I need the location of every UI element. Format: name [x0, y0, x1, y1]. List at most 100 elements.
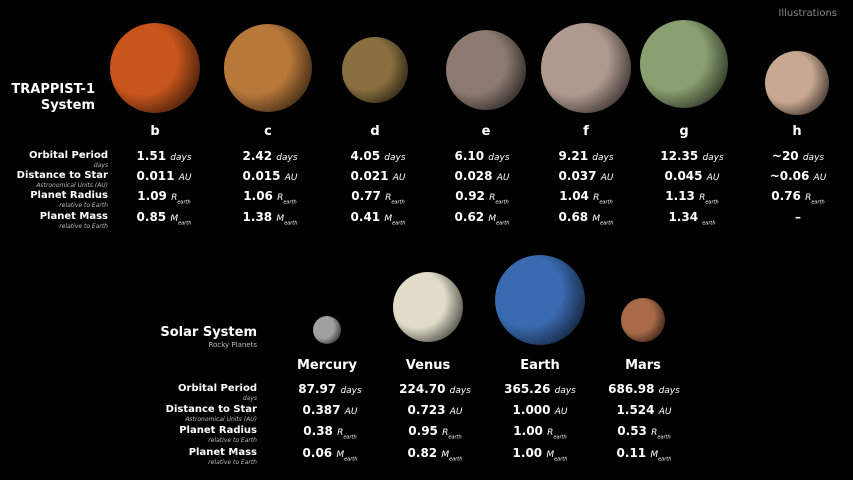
planet-value: 2.42 days	[242, 149, 298, 163]
planet-name: Earth	[520, 358, 560, 373]
unit: M	[276, 214, 285, 224]
planet-value: 0.92 Rearth	[455, 189, 509, 206]
solar-subtitle: Rocky Planets	[208, 341, 257, 349]
planet-value: 0.045 AU	[664, 169, 720, 183]
unit: AU	[344, 407, 358, 417]
planet-value: 1.13 Rearth	[665, 189, 719, 206]
row-label-sub: Astronomical Units (AU)	[36, 182, 108, 189]
planet-value: 87.97 days	[298, 382, 362, 396]
planet-value: 0.82 Mearth	[407, 446, 463, 463]
unit-subscript: earth	[658, 456, 672, 463]
unit: M	[336, 450, 345, 460]
planet-value: 6.10 days	[454, 149, 510, 163]
row-label: Planet Radius relative to Earth	[0, 191, 108, 211]
planet-name: g	[679, 124, 689, 139]
unit-subscript: earth	[177, 199, 191, 206]
unit: R	[385, 193, 392, 203]
planet-value: 0.723 AU	[407, 403, 463, 417]
planet-name: h	[792, 124, 802, 139]
planet-value: 0.028 AU	[454, 169, 510, 183]
planet-value: 686.98 days	[608, 382, 680, 396]
planet-image	[495, 255, 585, 345]
unit: R	[699, 193, 706, 203]
unit-subscript: earth	[344, 456, 358, 463]
planet-value: 0.85 Mearth	[136, 210, 192, 227]
unit-subscript: earth	[284, 220, 298, 227]
unit: M	[384, 214, 393, 224]
row-label-main: Distance to Star	[165, 404, 257, 415]
unit-subscript: earth	[599, 199, 613, 206]
unit: AU	[554, 407, 568, 417]
planet-value: 0.011 AU	[136, 169, 192, 183]
unit: AU	[600, 173, 614, 183]
planet-value: ~0.06 AU	[769, 169, 827, 183]
row-label: Orbital Period days	[107, 384, 257, 404]
planet-image	[541, 23, 631, 113]
planet-image	[224, 24, 312, 112]
planet-value: 0.41 Mearth	[350, 210, 406, 227]
planet-value: 1.04 Rearth	[559, 189, 613, 206]
solar-title-block: Solar System Rocky Planets	[117, 325, 257, 349]
planet-value: 4.05 days	[350, 149, 406, 163]
unit: days	[170, 153, 192, 163]
unit: AU	[496, 173, 510, 183]
planet-value: 0.68 Mearth	[558, 210, 614, 227]
unit-subscript: earth	[283, 199, 297, 206]
planet-value: 1.000 AU	[512, 403, 568, 417]
planet-value: 224.70 days	[399, 382, 471, 396]
planet-value: 1.38 Mearth	[242, 210, 298, 227]
planet-name: b	[150, 124, 160, 139]
planet-image	[446, 30, 526, 110]
planet-name: d	[370, 124, 380, 139]
planet-name: Venus	[405, 358, 451, 373]
unit: days	[488, 153, 510, 163]
unit-subscript: earth	[811, 199, 825, 206]
unit-subscript: earth	[496, 220, 510, 227]
unit-subscript: earth	[343, 434, 357, 441]
unit: R	[337, 428, 344, 438]
planet-value: 1.51 days	[136, 149, 192, 163]
row-label-sub: days	[242, 395, 257, 402]
planet-name: Mercury	[296, 358, 357, 373]
planet-value: 0.95 Rearth	[408, 424, 462, 441]
planet-value: 1.34 earth	[668, 210, 716, 227]
row-label-main: Planet Mass	[39, 211, 108, 222]
unit: M	[546, 450, 555, 460]
unit-subscript: earth	[448, 434, 462, 441]
unit: M	[441, 450, 450, 460]
unit-subscript: earth	[391, 199, 405, 206]
planet-value: 0.38 Rearth	[303, 424, 357, 441]
row-label: Distance to Star Astronomical Units (AU)	[107, 405, 257, 425]
unit: days	[592, 153, 614, 163]
unit: days	[276, 153, 298, 163]
unit: days	[554, 386, 576, 396]
planet-value: 9.21 days	[558, 149, 614, 163]
planet-name: c	[264, 124, 272, 139]
unit-subscript: earth	[600, 220, 614, 227]
row-label-main: Orbital Period	[178, 383, 257, 394]
row-label-sub: Astronomical Units (AU)	[185, 416, 257, 423]
row-label: Planet Mass relative to Earth	[0, 212, 108, 232]
planet-value: 1.09 Rearth	[137, 189, 191, 206]
unit: days	[658, 386, 680, 396]
unit: days	[449, 386, 471, 396]
unit-subscript: earth	[178, 220, 192, 227]
unit-subscript: earth	[553, 434, 567, 441]
row-label-sub: relative to Earth	[208, 437, 257, 444]
planet-image	[393, 272, 463, 342]
unit: M	[592, 214, 601, 224]
planet-value: 365.26 days	[504, 382, 576, 396]
row-label: Orbital Period days	[0, 151, 108, 171]
unit-subscript: earth	[392, 220, 406, 227]
row-label: Planet Radius relative to Earth	[107, 426, 257, 446]
unit: M	[488, 214, 497, 224]
planet-image	[313, 316, 341, 344]
row-label-sub: relative to Earth	[59, 223, 108, 230]
illustrations-label: Illustrations	[778, 8, 837, 19]
planet-value: 12.35 days	[660, 149, 724, 163]
planet-image	[621, 298, 665, 342]
row-label-main: Planet Radius	[30, 190, 108, 201]
unit: M	[170, 214, 179, 224]
unit: AU	[449, 407, 463, 417]
